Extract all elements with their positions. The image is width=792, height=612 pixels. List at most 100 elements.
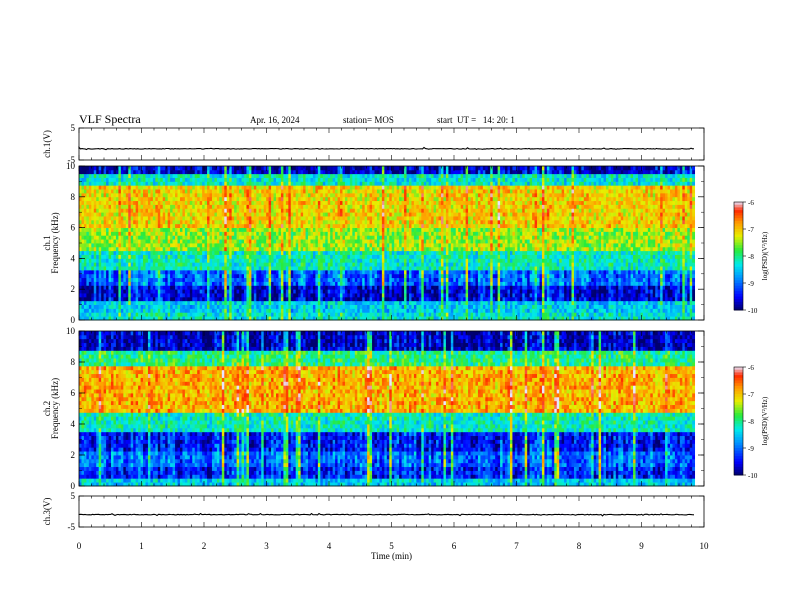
spectrogram-cell [354,293,358,298]
spectrogram-cell [184,262,188,267]
spectrogram-cell [342,293,346,298]
spectrogram-cell [216,281,220,286]
spectrogram-cell [591,316,595,321]
spectrogram-cell [344,250,348,255]
spectrogram-cell [413,293,417,298]
spectrogram-cell [460,277,464,282]
spectrogram-cell [448,258,452,263]
spectrogram-cell [628,312,631,317]
spectrogram-cell [320,312,324,317]
spectrogram-cell [411,289,415,294]
spectrogram-cell [157,293,161,298]
spectrogram-cell [598,308,602,313]
spectrogram-cell [379,293,383,298]
spectrogram-cell [280,273,284,279]
spectrogram-cell [564,250,567,255]
spectrogram-cell [581,293,585,298]
spectrogram-cell [507,285,511,290]
spectrogram-cell [389,316,393,321]
spectrogram-cell [248,308,252,313]
spectrogram-cell [125,300,129,305]
spectrogram-cell [436,289,439,294]
spectrogram-cell [546,296,550,302]
spectrogram-cell [253,258,257,263]
spectrogram-cell [298,308,302,313]
spectrogram-cell [665,285,668,290]
spectrogram-cell [86,316,90,321]
spectrogram-cell [433,254,437,259]
spectrogram-cell [251,254,255,259]
spectrogram-cell [443,289,447,294]
spectrogram-cell [268,281,272,286]
spectrogram-cell [349,316,353,321]
spectrogram-cell [423,281,427,286]
spectrogram-cell [509,308,513,313]
spectrogram-cell [81,304,85,309]
spectrogram-cell [98,277,102,282]
spectrogram-cell [379,269,383,275]
spectrogram-cell [152,250,156,255]
spectrogram-cell [539,285,543,290]
spectrogram-cell [111,243,114,248]
spectrogram-cell [625,304,629,309]
spectrogram-cell [118,243,122,248]
spectrogram-cell [327,250,331,255]
spectrogram-cell [204,246,208,252]
spectrogram-cell [317,277,321,282]
spectrogram-cell [315,300,319,305]
spectrogram-cell [509,254,513,259]
spectrogram-cell [416,308,420,313]
spectrogram-cell [620,308,624,313]
spectrogram-cell [251,289,255,294]
spectrogram-cell [502,312,506,317]
spectrogram-cell [605,254,609,259]
spectrogram-cell [566,273,570,279]
spectrogram-cell [495,304,499,309]
spectrogram-cell [243,254,247,259]
spectrogram-cell [623,296,627,302]
spectrogram-cell [216,293,220,298]
spectrogram-cell [468,312,471,317]
spectrogram-cell [197,285,201,290]
spectrogram-cell [256,296,260,302]
spectrogram-cell [569,262,572,267]
spectrogram-cell [517,308,521,313]
spectrogram-cell [647,289,651,294]
spectrogram-cell [187,300,191,305]
spectrogram-cell [482,312,486,317]
spectrogram-cell [423,316,427,321]
spectrogram-cell [411,250,415,255]
spectrogram-cell [290,254,294,259]
spectrogram-cell [184,243,188,248]
spectrogram-cell [207,243,210,248]
spectrogram-cell [325,258,329,263]
spectrogram-cell [155,304,159,309]
spectrogram-cell [362,258,366,263]
spectrogram-cell [175,277,178,282]
spectrogram-cell [175,266,178,271]
spectrogram-cell [243,269,247,275]
spectrogram-cell [175,296,178,302]
spectrogram-cell [263,285,267,290]
spectrogram-cell [642,269,646,275]
spectrogram-cell [347,254,351,259]
spectrogram-cell [207,273,210,279]
spectrogram-cell [288,308,292,313]
spectrogram-cell [665,273,668,279]
spectrogram-cell [357,312,361,317]
spectrogram-cell [480,258,484,263]
spectrogram-cell [551,296,555,302]
spectrogram-cell [290,277,294,282]
spectrogram-cell [473,250,476,255]
spectrogram-cell [248,258,252,263]
spectrogram-cell [608,281,612,286]
spectrogram-cell [357,250,361,255]
spectrogram-cell [209,312,213,317]
spectrogram-cell [603,273,607,279]
spectrogram-cell [684,273,688,279]
spectrogram-cell [509,293,513,298]
spectrogram-cell [130,312,134,317]
spectrogram-cell [458,296,462,302]
spectrogram-cell [352,250,356,255]
spectrogram-cell [682,266,686,271]
